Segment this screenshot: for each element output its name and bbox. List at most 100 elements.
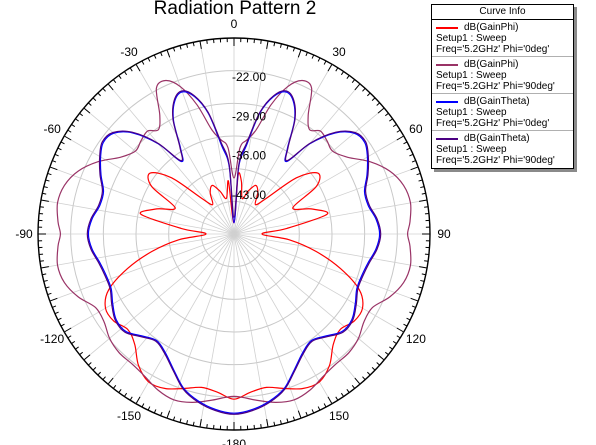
angle-tick-mark — [377, 354, 385, 361]
angle-tick-mark — [389, 118, 393, 122]
legend-entries: dB(GainPhi) Setup1 : Sweep Freq='5.2GHz' P… — [432, 20, 573, 168]
angle-tick-mark — [54, 153, 59, 157]
angle-tick-label: 90 — [437, 227, 451, 241]
legend-setup: Setup1 : Sweep — [436, 70, 507, 81]
grid-spoke — [233, 135, 404, 235]
angle-tick-mark — [40, 199, 49, 202]
grid-spoke — [233, 233, 361, 385]
angle-tick-mark — [172, 47, 176, 52]
angle-tick-mark — [147, 406, 151, 411]
angle-tick-mark — [129, 67, 133, 72]
angle-tick-mark — [71, 123, 76, 128]
angle-tick-mark — [376, 362, 380, 366]
grid-spoke — [83, 233, 235, 361]
angle-tick-mark — [166, 410, 171, 419]
angle-tick-mark — [42, 273, 47, 276]
angle-tick-mark — [420, 279, 425, 282]
angle-tick-mark — [384, 112, 389, 117]
grid-spoke — [107, 83, 235, 235]
angle-tick-mark — [419, 266, 428, 269]
angle-tick-mark — [75, 118, 79, 122]
angle-tick-mark — [97, 92, 101, 97]
angle-tick-mark — [420, 186, 425, 189]
angle-tick-mark — [129, 396, 133, 401]
angle-tick-mark — [60, 141, 65, 145]
tick-label-group: 0 30 60 90 120 150 -180 -150 -120 -90 -60 -30 -43.00… — [15, 17, 451, 445]
angle-tick-mark — [409, 311, 414, 315]
angle-tick-label: -150 — [117, 409, 141, 423]
legend-params: Freq='5.2GHz' Phi='90deg' — [436, 155, 555, 166]
angle-tick-mark — [354, 377, 361, 385]
angle-tick-mark — [186, 420, 189, 425]
angle-tick-label: 30 — [332, 45, 346, 59]
legend-series-name: dB(GainTheta) — [464, 133, 530, 144]
radial-tick-label: -22.00 — [232, 70, 266, 84]
grid-spoke — [233, 233, 302, 419]
angle-tick-mark — [346, 75, 350, 79]
grid-spoke — [233, 49, 302, 235]
angle-tick-mark — [396, 335, 401, 339]
grid-spoke — [135, 64, 235, 235]
grid-spoke — [233, 107, 385, 235]
angle-tick-mark — [273, 421, 276, 426]
angle-tick-mark — [166, 49, 171, 58]
angle-tick-mark — [392, 340, 397, 345]
angle-tick-mark — [424, 260, 429, 262]
angle-tick-mark — [206, 39, 208, 44]
grid-spoke — [233, 233, 428, 269]
angle-tick-mark — [421, 273, 426, 276]
angle-tick-mark — [418, 286, 423, 289]
legend-entry[interactable]: dB(GainTheta) Setup1 : Sweep Freq='5.2GHz'… — [432, 94, 573, 131]
angle-tick-mark — [384, 351, 389, 356]
angle-tick-mark — [64, 135, 72, 141]
grid-spoke — [199, 233, 235, 428]
grid-spoke — [166, 233, 235, 419]
angle-tick-mark — [141, 403, 145, 408]
legend-title: Curve Info — [432, 5, 573, 20]
legend-entry[interactable]: dB(GainPhi) Setup1 : Sweep Freq='5.2GHz' P… — [432, 57, 573, 94]
angle-tick-mark — [67, 129, 72, 133]
angle-tick-mark — [305, 411, 308, 416]
grid-spoke — [40, 233, 235, 269]
angle-tick-mark — [419, 199, 428, 202]
series-line-4 — [86, 90, 382, 415]
angle-tick-mark — [367, 371, 371, 376]
angle-tick-label: 60 — [409, 122, 423, 136]
legend-entry[interactable]: dB(GainTheta) Setup1 : Sweep Freq='5.2GHz'… — [432, 131, 573, 168]
grid-spoke — [233, 83, 361, 235]
angle-tick-mark — [39, 260, 44, 262]
angle-tick-mark — [311, 409, 315, 414]
grid-spoke — [233, 199, 428, 235]
grid-spoke — [233, 233, 269, 428]
angle-tick-mark — [406, 317, 411, 321]
angle-tick-label: -120 — [40, 332, 64, 346]
angle-tick-mark — [260, 39, 262, 44]
angle-tick-mark — [346, 389, 350, 393]
angle-tick-mark — [192, 421, 195, 426]
angle-tick-mark — [52, 305, 57, 308]
legend-entry[interactable]: dB(GainPhi) Setup1 : Sweep Freq='5.2GHz' P… — [432, 20, 573, 57]
angle-tick-mark — [377, 107, 385, 114]
grid-spoke — [49, 233, 235, 302]
angle-tick-mark — [392, 123, 397, 128]
angle-tick-label: -30 — [120, 45, 138, 59]
angle-tick-mark — [199, 40, 202, 49]
legend-series-name: dB(GainTheta) — [464, 96, 530, 107]
series-line-3 — [87, 91, 381, 414]
curve-info-legend[interactable]: Curve Info dB(GainPhi) Setup1 : Sweep Freq… — [431, 4, 574, 169]
radial-tick-label: -43.00 — [232, 188, 266, 202]
angle-tick-mark — [47, 172, 52, 176]
angle-tick-mark — [112, 79, 117, 84]
angle-tick-mark — [286, 45, 289, 50]
angle-tick-mark — [79, 112, 84, 117]
angle-tick-mark — [40, 266, 49, 269]
angle-tick-mark — [266, 419, 269, 428]
legend-setup: Setup1 : Sweep — [436, 144, 507, 155]
angle-tick-mark — [406, 147, 411, 151]
legend-params: Freq='5.2GHz' Phi='0deg' — [436, 44, 550, 55]
angle-tick-mark — [43, 186, 48, 189]
chart-title: Radiation Pattern 2 — [153, 0, 317, 19]
angle-tick-mark — [97, 371, 101, 376]
angle-tick-mark — [102, 376, 106, 380]
